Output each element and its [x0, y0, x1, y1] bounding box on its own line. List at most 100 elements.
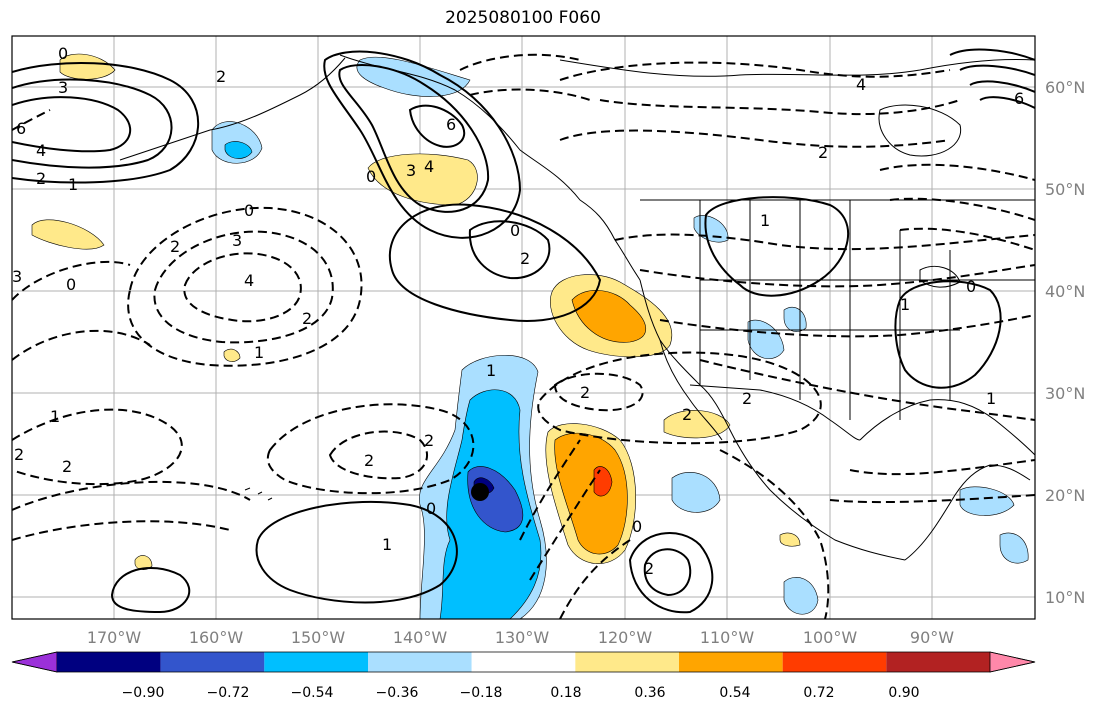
- colorbar-segment: [471, 652, 576, 672]
- contour-label: 0: [966, 277, 976, 296]
- contour-label: 2: [62, 457, 72, 476]
- contour-label: 1: [254, 343, 264, 362]
- shade-positive-nw: [59, 53, 116, 80]
- lon-label: 160°W: [189, 628, 244, 647]
- lon-label: 150°W: [291, 628, 346, 647]
- storm-center-marker: [471, 483, 489, 501]
- us-mexico-border: [689, 384, 861, 441]
- colorbar-tick-label: −0.36: [376, 685, 419, 701]
- colorbar-segment: [679, 652, 783, 672]
- contour-label: 0: [66, 275, 76, 294]
- contour-label: 0: [366, 167, 376, 186]
- contour-label: 2: [424, 431, 434, 450]
- contours-positive: [12, 48, 1035, 614]
- mexico-gulf-coast: [904, 464, 1031, 561]
- canada-arctic: [559, 58, 1035, 77]
- contour-label: 2: [742, 389, 752, 408]
- shade-negative-caribbean: [959, 486, 1015, 516]
- map-title: 2025080100 F060: [445, 8, 601, 28]
- shade-negative-central-america: [999, 532, 1029, 564]
- colorbar-tick-label: 0.36: [634, 685, 665, 701]
- contour-label: 0: [510, 221, 520, 240]
- contour-label: 2: [682, 405, 692, 424]
- shade-negative-aleutian-core: [224, 141, 253, 159]
- colorbar-segment: [160, 652, 265, 672]
- shade-positive-small-a: [779, 532, 801, 547]
- contour-label: 2: [14, 445, 24, 464]
- colorbar-segment: [886, 652, 990, 672]
- baja-peninsula: [659, 339, 723, 441]
- lon-label: 170°W: [87, 628, 142, 647]
- contour-label: 2: [302, 309, 312, 328]
- contour-label: 0: [244, 201, 254, 220]
- contour-label: 1: [760, 211, 770, 230]
- lat-label: 40°N: [1045, 282, 1085, 301]
- contour-label: 2: [216, 67, 226, 86]
- lon-label: 140°W: [393, 628, 448, 647]
- colorbar-segment: [57, 652, 161, 672]
- contour-label: 2: [520, 249, 530, 268]
- shade-negative-south-pacific: [783, 577, 819, 615]
- latitude-axis: 60°N 50°N 40°N 30°N 20°N 10°N: [1045, 78, 1085, 607]
- colorbar-extend-low: [11, 651, 58, 673]
- colorbar-outline: [11, 651, 1036, 673]
- contour-label: 3: [232, 231, 242, 250]
- lon-label: 100°W: [803, 628, 858, 647]
- colorbar-tick-label: 0.54: [719, 685, 750, 701]
- contour-label: 0: [632, 517, 642, 536]
- colorbar-ticks: −0.90 −0.72 −0.54 −0.36 −0.18 0.18 0.36 …: [122, 685, 920, 701]
- colorbar-tick-label: 0.72: [803, 685, 834, 701]
- shade-positive-small-c: [223, 348, 241, 362]
- contour-label: 6: [16, 119, 26, 138]
- colorbar-tick-label: −0.90: [122, 685, 165, 701]
- map-frame: [11, 35, 1036, 620]
- shade-negative-mexico-east: [671, 472, 721, 513]
- contour-label: 0: [426, 499, 436, 518]
- shade-positive-mexico-mid: [554, 432, 628, 555]
- hawaii-islands: [244, 487, 273, 501]
- lat-label: 50°N: [1045, 180, 1085, 199]
- shade-positive-small-b: [134, 555, 153, 570]
- colorbar-segment: [782, 652, 887, 672]
- contour-label: 4: [856, 75, 866, 94]
- shade-positive-w: [31, 219, 105, 250]
- contour-label: 1: [50, 407, 60, 426]
- contour-label: 1: [486, 361, 496, 380]
- shade-negative-rockies: [783, 306, 807, 332]
- lon-label: 110°W: [700, 628, 755, 647]
- contour-label: 2: [36, 169, 46, 188]
- contour-label: 6: [1014, 89, 1024, 108]
- contour-label: 3: [58, 78, 68, 97]
- contour-label: 1: [900, 295, 910, 314]
- lon-label: 130°W: [495, 628, 550, 647]
- contour-label: 1: [382, 535, 392, 554]
- contour-label: 2: [364, 451, 374, 470]
- contour-label: 2: [818, 143, 828, 162]
- colorbar: [11, 651, 1036, 673]
- colorbar-tick-label: 0.18: [550, 685, 581, 701]
- coastlines: [119, 54, 1035, 561]
- colorbar-extend-high: [989, 651, 1036, 673]
- contour-label: 4: [36, 141, 46, 160]
- longitude-axis: 170°W 160°W 150°W 140°W 130°W 120°W 110°…: [87, 628, 954, 647]
- contour-label: 6: [446, 115, 456, 134]
- lat-label: 60°N: [1045, 78, 1085, 97]
- contour-label: 4: [424, 157, 434, 176]
- contour-label: 2: [580, 383, 590, 402]
- contour-label: 0: [58, 44, 68, 63]
- lat-label: 20°N: [1045, 486, 1085, 505]
- colorbar-tick-label: −0.72: [207, 685, 250, 701]
- shade-positive-gulf-alaska: [367, 153, 478, 206]
- colorbar-tick-label: 0.90: [888, 685, 919, 701]
- colorbar-tick-label: −0.54: [291, 685, 334, 701]
- contour-label: 2: [644, 559, 654, 578]
- contour-label: 4: [244, 271, 254, 290]
- lat-label: 30°N: [1045, 384, 1085, 403]
- aleutian-chain: [119, 57, 346, 161]
- contour-label: 3: [406, 161, 416, 180]
- contour-label: 2: [170, 237, 180, 256]
- hudson-bay: [878, 104, 962, 157]
- colorbar-segment: [368, 652, 472, 672]
- colorbar-tick-label: −0.18: [460, 685, 503, 701]
